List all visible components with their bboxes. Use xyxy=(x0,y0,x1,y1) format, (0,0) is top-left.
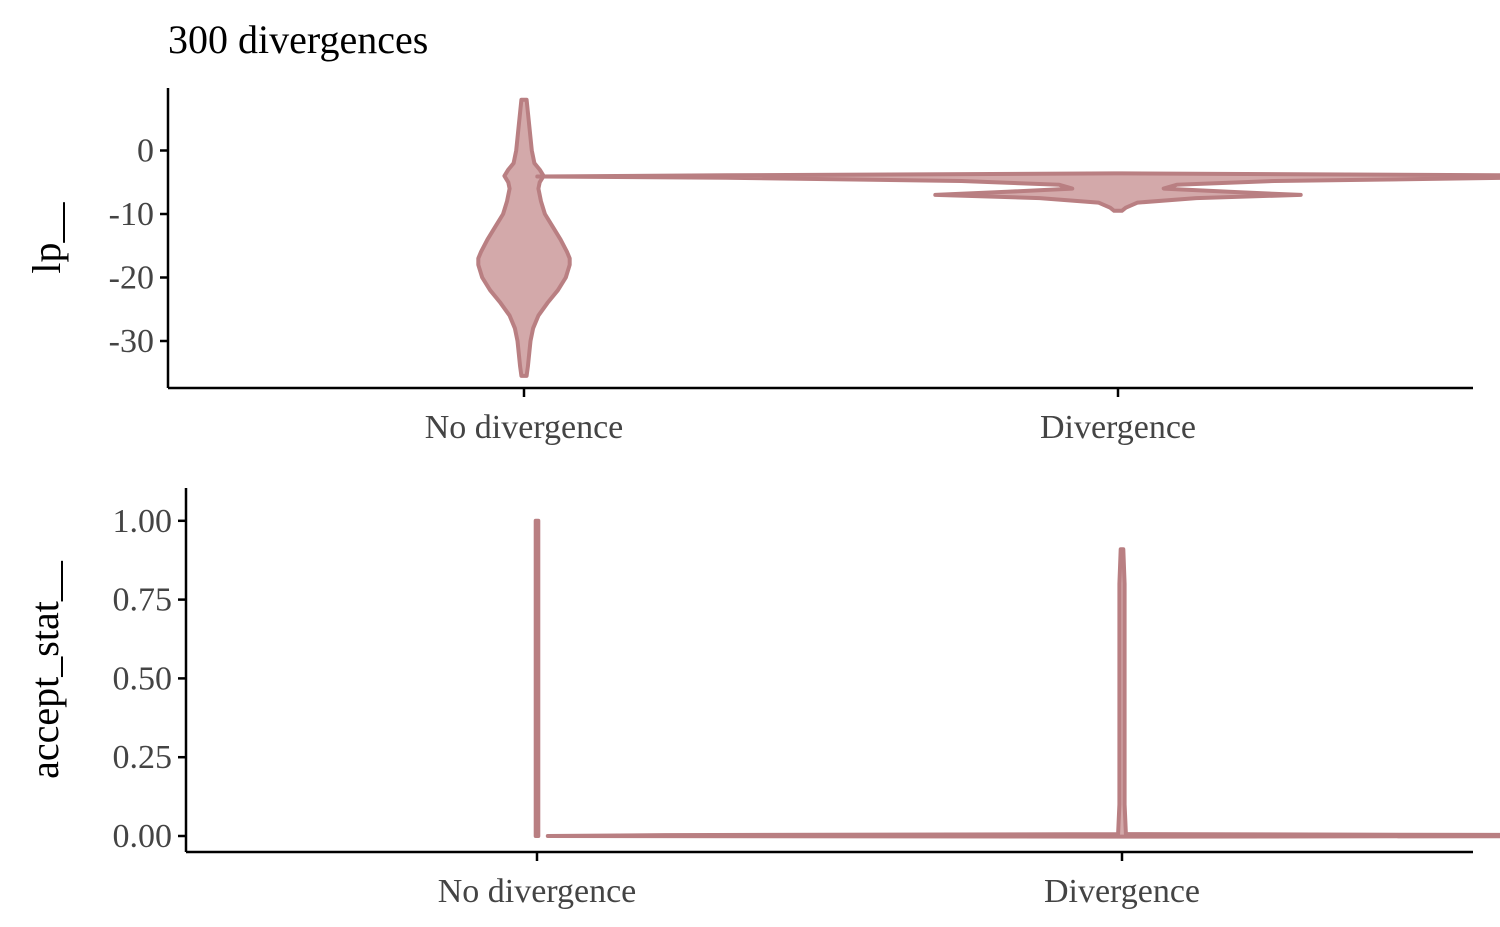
x-tick-label: No divergence xyxy=(425,409,624,446)
y-tick-label: 1.00 xyxy=(113,503,173,540)
x-tick-label: Divergence xyxy=(1044,873,1200,910)
y-tick-label: -10 xyxy=(109,196,154,233)
y-tick-label: -30 xyxy=(109,323,154,360)
violin-divergence xyxy=(535,171,1500,213)
violin-no-divergence xyxy=(533,518,541,838)
violin-no-divergence xyxy=(476,97,572,378)
y-tick-label: 0 xyxy=(137,133,154,170)
y-tick-label: 0.00 xyxy=(113,818,173,855)
y-tick-label: 0.50 xyxy=(113,660,173,697)
y-tick-label: -20 xyxy=(109,260,154,297)
violin-divergence xyxy=(545,547,1500,839)
y-tick-label: 0.75 xyxy=(113,582,173,619)
y-tick-label: 0.25 xyxy=(113,739,173,776)
x-tick-label: No divergence xyxy=(438,873,637,910)
x-tick-label: Divergence xyxy=(1040,409,1196,446)
plot-title: 300 divergences xyxy=(168,17,428,62)
y-axis-title-2: accept_stat__ xyxy=(22,560,67,779)
y-axis-title-1: lp__ xyxy=(24,201,69,273)
